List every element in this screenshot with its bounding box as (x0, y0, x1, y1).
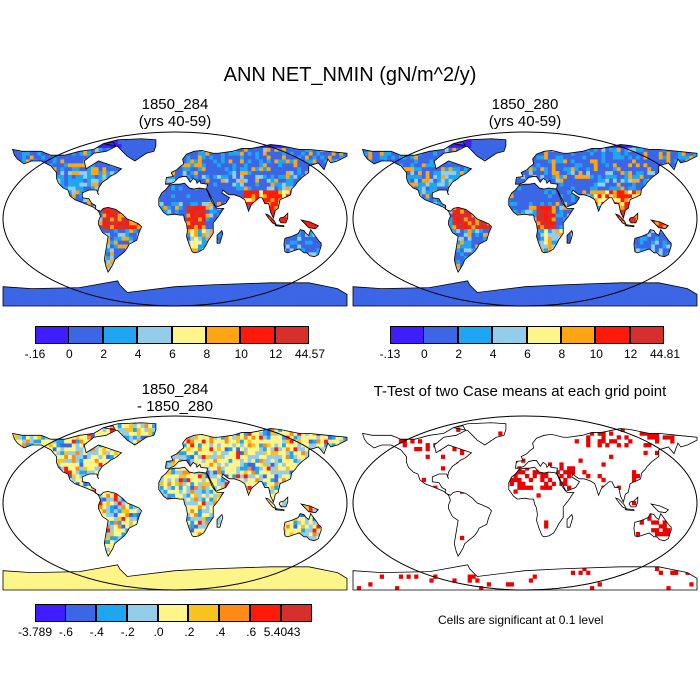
colorbar-tick-label: 2 (455, 347, 463, 361)
figure-title: ANN NET_NMIN (gN/m^2/y) (223, 64, 477, 86)
colorbar-swatch (457, 326, 493, 344)
colorbar-swatch (171, 326, 206, 344)
colorbar-tick-label: 8 (558, 347, 566, 361)
colorbar-tick-label: -.2 (120, 625, 135, 639)
colorbar-swatch (157, 604, 189, 622)
panel-title-ttest: T-Test of two Case means at each grid po… (345, 383, 695, 400)
colorbar-swatch (137, 326, 172, 344)
colorbar-swatch (95, 604, 127, 622)
map-panel-diff (2, 415, 348, 591)
panel-title-ttest-line1: T-Test of two Case means at each grid po… (373, 383, 667, 400)
colorbar-swatch (492, 326, 527, 344)
colorbar-swatch (35, 326, 70, 344)
colorbar-tick-label: -.6 (58, 625, 73, 639)
colorbar-swatch (629, 326, 664, 344)
colorbar-tick-label: 2 (100, 347, 108, 361)
colorbar-tick-label: 0 (421, 347, 428, 361)
map-panel-ttest (352, 415, 698, 591)
colorbar-tick-label: .0 (153, 625, 164, 639)
colorbar-diff: -3.789 -.6 -.4 -.2 .0 .2 .4 .6 5.4043 (18, 604, 313, 644)
colorbar-swatch (205, 326, 241, 344)
colorbar-swatch (423, 326, 458, 344)
colorbar-tick-label: 10 (234, 347, 248, 361)
panel-title-diff-line2: - 1850_280 (137, 398, 213, 415)
colorbar-swatch (250, 604, 282, 622)
colorbar-tick-label: 5.4043 (263, 625, 301, 639)
map-panel-case1 (2, 131, 348, 307)
colorbar-swatch (35, 604, 66, 622)
colorbar-swatch (595, 326, 630, 344)
colorbar-tick-label: 10 (589, 347, 603, 361)
colorbar-tick-label: 6 (524, 347, 531, 361)
colorbar-swatch (281, 604, 312, 622)
panel-title-diff-line1: 1850_284 (141, 381, 209, 398)
colorbar-tick-label: 44.57 (294, 347, 326, 361)
panel-title-case2-line1: 1850_280 (491, 96, 559, 113)
colorbar-tick-label: -.13 (379, 347, 401, 361)
panel-title-case2: 1850_280 (yrs 40-59) (375, 96, 675, 130)
colorbar-tick-label: -3.789 (17, 625, 53, 639)
colorbar-tick-label: 12 (268, 347, 283, 361)
panel-title-case1-line1: 1850_284 (141, 96, 209, 113)
colorbar-swatch (68, 326, 103, 344)
map-panel-case2 (352, 131, 698, 307)
colorbar-swatch (188, 604, 220, 622)
panel-title-case1: 1850_284 (yrs 40-59) (25, 96, 325, 130)
colorbar-swatch (390, 326, 425, 344)
panel-title-diff: 1850_284 - 1850_280 (25, 381, 325, 415)
colorbar-swatch (526, 326, 561, 344)
significance-note: Cells are significant at 0.1 level (438, 613, 604, 627)
colorbar-swatch (240, 326, 275, 344)
colorbar-tick-label: 0 (66, 347, 73, 361)
colorbar-tick-label: 44.81 (649, 347, 681, 361)
colorbar-case2: -.13 0 2 4 6 8 10 12 44.81 (380, 326, 680, 366)
colorbar-tick-label: 12 (623, 347, 638, 361)
colorbar-tick-label: .2 (184, 625, 195, 639)
map-frame-ttest (353, 416, 697, 590)
colorbar-swatch (219, 604, 251, 622)
colorbar-tick-label: -.4 (89, 625, 104, 639)
colorbar-tick-label: .6 (246, 625, 257, 639)
colorbar-swatch (64, 604, 96, 622)
colorbar-swatch (274, 326, 309, 344)
colorbar-swatch (560, 326, 596, 344)
colorbar-swatch (102, 326, 138, 344)
colorbar-case1: -.16 0 2 4 6 8 10 12 44.57 (25, 326, 325, 366)
colorbar-swatch (126, 604, 158, 622)
colorbar-tick-label: 8 (203, 347, 211, 361)
colorbar-tick-label: 4 (134, 347, 142, 361)
colorbar-tick-label: -.16 (24, 347, 46, 361)
panel-title-case2-line2: (yrs 40-59) (488, 113, 562, 130)
panel-title-case1-line2: (yrs 40-59) (138, 113, 212, 130)
colorbar-tick-label: 4 (489, 347, 497, 361)
colorbar-tick-label: 6 (169, 347, 176, 361)
colorbar-tick-label: .4 (215, 625, 226, 639)
